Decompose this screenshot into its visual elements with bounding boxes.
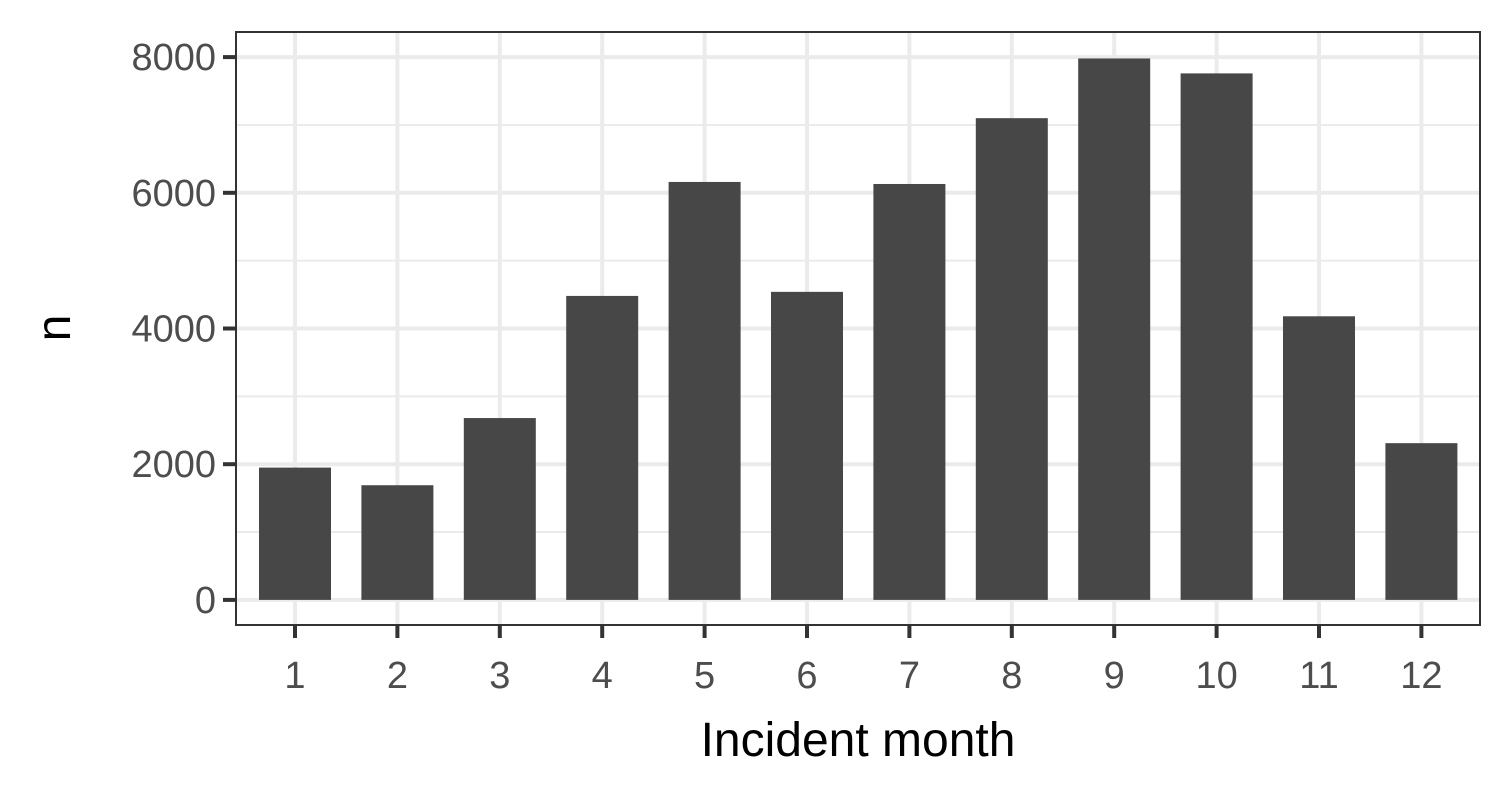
x-tick-label: 6 (796, 655, 817, 697)
x-tick-label: 11 (1299, 655, 1338, 697)
bar-month-9 (1078, 58, 1151, 600)
bar-month-8 (975, 118, 1048, 600)
x-tick-label: 2 (387, 655, 408, 697)
x-tick-label: 9 (1104, 655, 1125, 697)
bar-month-6 (771, 291, 843, 600)
bar-month-3 (463, 418, 536, 600)
y-tick-label: 8000 (131, 37, 216, 79)
x-tick-label: 3 (489, 655, 510, 697)
y-tick-label: 6000 (131, 173, 216, 215)
y-tick-label: 0 (195, 580, 216, 622)
x-axis-title: Incident month (701, 714, 1016, 767)
bar-month-12 (1385, 443, 1458, 600)
bar-month-2 (361, 485, 434, 600)
x-tick-label: 5 (694, 655, 715, 697)
bar-month-4 (566, 295, 639, 600)
x-tick-label: 1 (284, 655, 305, 697)
y-tick-label: 4000 (131, 309, 216, 351)
x-tick-label: 8 (1001, 655, 1022, 697)
x-tick-label: 7 (899, 655, 920, 697)
bar-month-11 (1283, 316, 1355, 600)
x-tick-label: 12 (1400, 655, 1442, 697)
bar-month-1 (259, 467, 331, 600)
x-tick-label: 4 (592, 655, 613, 697)
y-axis-title: n (28, 315, 81, 342)
bar-month-5 (668, 181, 741, 600)
bar-month-10 (1180, 73, 1253, 600)
bar-month-7 (873, 183, 946, 600)
y-tick-label: 2000 (131, 444, 216, 486)
x-tick-label: 10 (1195, 655, 1237, 697)
bars-layer (259, 58, 1458, 600)
